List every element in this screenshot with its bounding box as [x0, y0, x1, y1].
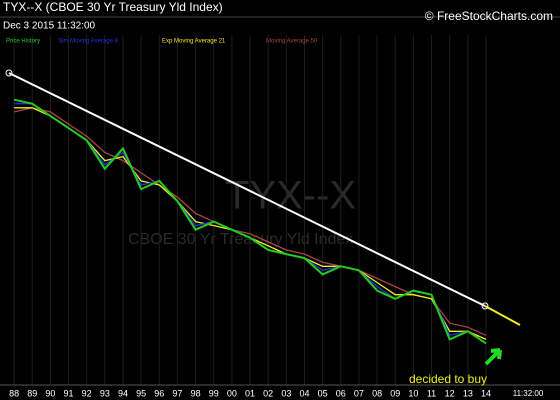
- x-tick-label: 08: [372, 388, 382, 398]
- x-tick-label: 07: [354, 388, 364, 398]
- legend-entry: Exp Moving Average 21: [162, 39, 226, 45]
- trend-anchor: [5, 69, 13, 77]
- arrow: [484, 348, 502, 366]
- trend-anchor: [481, 302, 489, 310]
- x-tick-label: 96: [154, 388, 164, 398]
- legend-entry: Price History: [6, 39, 40, 45]
- series-line: [13, 98, 487, 345]
- x-tick-label: 99: [209, 388, 219, 398]
- x-tick-label: 12: [445, 388, 455, 398]
- x-tick-label: 97: [172, 388, 182, 398]
- x-tick-label: 98: [191, 388, 201, 398]
- legend-entry: Moving Average 50: [266, 39, 318, 45]
- time-label: 11:32:00: [513, 389, 544, 398]
- x-tick-label: 92: [82, 388, 92, 398]
- plot: [13, 98, 487, 345]
- x-tick-label: 90: [45, 388, 55, 398]
- source: © FreeStockCharts.com: [425, 9, 553, 23]
- x-tick-label: 05: [318, 388, 328, 398]
- x-tick-label: 06: [336, 388, 346, 398]
- x-tick-label: 04: [299, 388, 309, 398]
- trend-extension: [484, 305, 521, 326]
- x-tick-label: 11: [427, 388, 436, 398]
- x-tick-label: 10: [408, 388, 418, 398]
- x-tick-label: 89: [27, 388, 37, 398]
- x-tick-label: 02: [263, 388, 273, 398]
- watermark-subtitle: CBOE 30 Yr Treasury Yld Index: [128, 231, 353, 248]
- legend-entry: Sim Moving Average 8: [58, 39, 119, 45]
- x-tick-label: 93: [100, 388, 110, 398]
- series-line: [13, 107, 487, 336]
- x-tick-label: 14: [481, 388, 491, 398]
- trend-line: [8, 72, 486, 307]
- x-tick-label: 13: [463, 388, 473, 398]
- x-tick-label: 09: [390, 388, 400, 398]
- x-tick-label: 03: [281, 388, 291, 398]
- x-tick-label: 00: [227, 388, 237, 398]
- x-tick-label: 91: [64, 388, 74, 398]
- chart-title: TYX--X (CBOE 30 Yr Treasury Yld Index): [3, 0, 223, 14]
- x-tick-label: 88: [9, 388, 19, 398]
- chart-subtitle: Dec 3 2015 11:32:00: [3, 21, 96, 32]
- grid: [13, 35, 487, 385]
- x-tick-label: 01: [245, 388, 255, 398]
- x-tick-label: 95: [136, 388, 146, 398]
- annotation: decided to buy: [409, 372, 487, 386]
- x-tick-label: 94: [118, 388, 128, 398]
